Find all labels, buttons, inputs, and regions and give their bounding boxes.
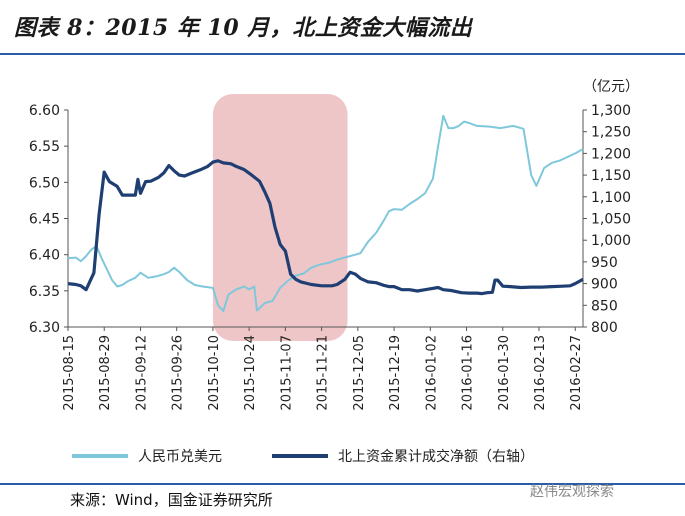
x-tick-label: 2015-11-07 (279, 335, 294, 411)
series-group (67, 114, 584, 313)
bottom-divider (0, 483, 685, 485)
legend-label-northbound: 北上资金累计成交净额（右轴） (338, 448, 534, 465)
y-right-tick-label: 1,200 (591, 146, 631, 162)
x-tick-label: 2016-01-30 (497, 335, 512, 411)
x-tick-label: 2015-12-05 (352, 335, 367, 411)
y-right-tick-label: 1,000 (591, 233, 631, 249)
x-tick-label: 2015-08-15 (62, 335, 77, 411)
legend-label-usdcny: 人民币兑美元 (138, 449, 222, 465)
x-tick-label: 2016-01-02 (424, 335, 439, 411)
highlight-region (212, 94, 348, 341)
x-tick-label: 2015-12-19 (388, 335, 403, 411)
y-right-tick-label: 1,150 (591, 168, 631, 184)
y-left-tick-label: 6.30 (29, 320, 60, 336)
y-left-tick-label: 6.35 (29, 284, 60, 300)
y-right-tick-label: 1,250 (591, 125, 631, 141)
source-note: 来源：Wind，国金证券研究所 (70, 491, 273, 509)
y-right-tick-label: 1,100 (591, 190, 631, 206)
x-tick-label: 2016-02-13 (533, 335, 548, 411)
x-tick-label: 2015-09-26 (171, 335, 186, 411)
y-left-tick-label: 6.50 (29, 175, 60, 191)
line-chart: 6.30 6.35 6.40 6.45 6.50 6.55 6.60 800 850 900 950… (29, 79, 639, 465)
x-tick-label: 2015-10-10 (207, 335, 222, 411)
y-left-tick-label: 6.60 (29, 103, 60, 119)
x-tick-label: 2015-09-12 (134, 335, 149, 411)
legend: 人民币兑美元 北上资金累计成交净额（右轴） (72, 448, 534, 465)
y-right-tick-label: 800 (591, 320, 618, 336)
y-left-tick-label: 6.55 (29, 139, 60, 155)
top-divider (0, 53, 685, 55)
y-right-tick-label: 900 (591, 277, 618, 293)
right-axis-unit: （亿元） (583, 79, 639, 95)
y-right-tick-label: 950 (591, 255, 618, 271)
x-tick-label: 2016-02-27 (569, 335, 584, 411)
axes-group: 6.30 6.35 6.40 6.45 6.50 6.55 6.60 800 850 900 950… (29, 103, 631, 411)
y-right-tick-label: 1,050 (591, 212, 631, 228)
series-line-northbound (67, 159, 584, 296)
y-right-tick-label: 850 (591, 298, 618, 314)
y-right-tick-label: 1,300 (591, 103, 631, 119)
x-tick-label: 2016-01-16 (461, 335, 476, 411)
x-tick-label: 2015-10-24 (243, 335, 258, 411)
x-tick-label: 2015-08-29 (98, 335, 113, 411)
watermark: 赵伟宏观探索 (530, 484, 614, 500)
series-line-usdcny (67, 114, 584, 313)
chart-title: 图表 8：2015 年 10 月，北上资金大幅流出 (14, 15, 473, 41)
y-left-tick-label: 6.45 (29, 212, 60, 228)
x-tick-label: 2015-11-21 (316, 335, 331, 411)
y-left-tick-label: 6.40 (29, 248, 60, 264)
